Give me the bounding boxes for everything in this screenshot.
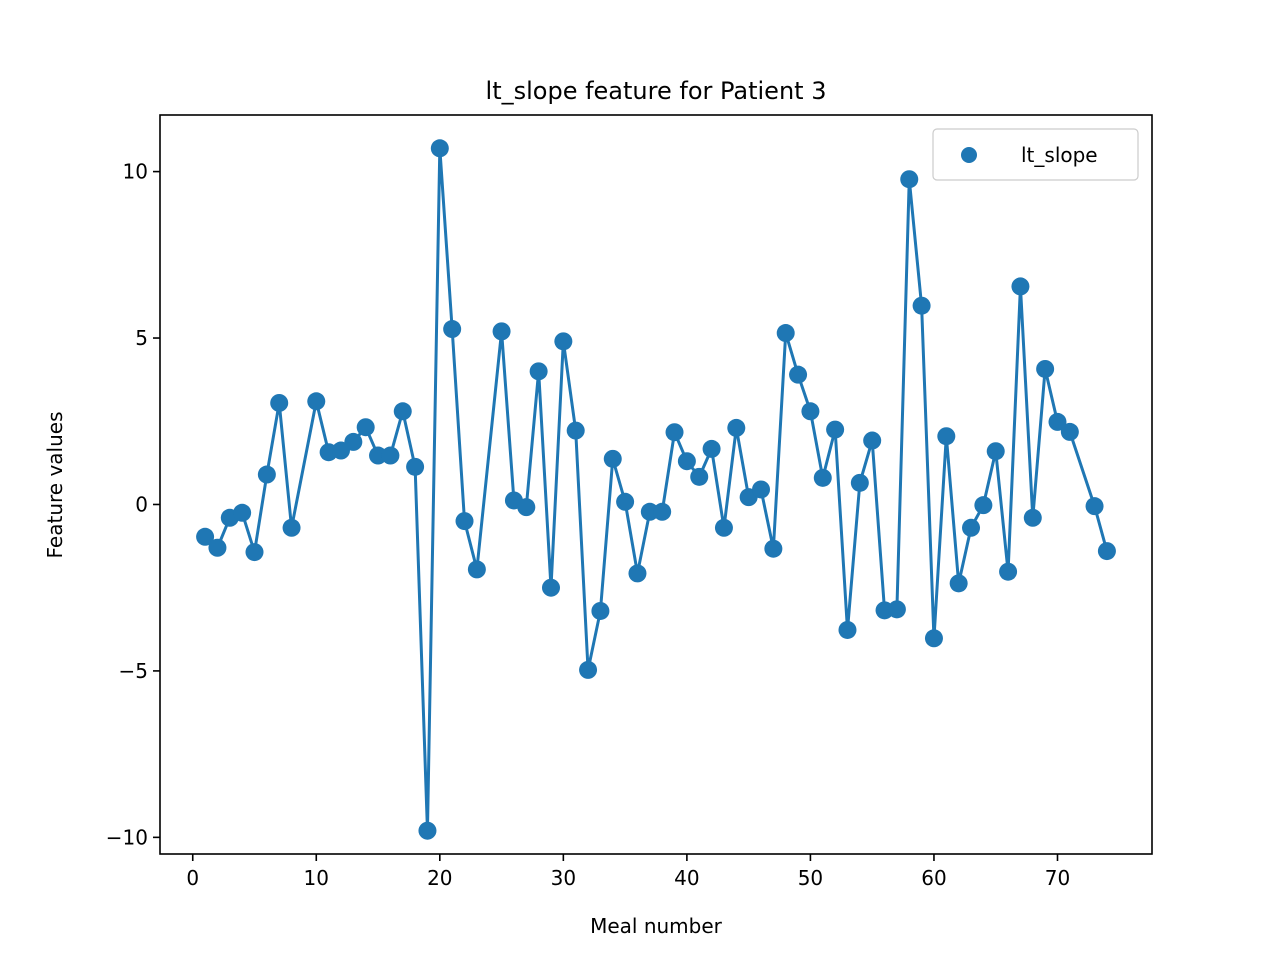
data-point: [776, 324, 795, 343]
x-tick-label: 70: [1045, 866, 1070, 890]
y-tick-label: −10: [106, 825, 148, 849]
data-point: [1085, 497, 1104, 516]
legend: lt_slope: [932, 128, 1139, 181]
data-point: [443, 320, 462, 339]
data-point: [937, 427, 956, 446]
data-point: [924, 629, 943, 648]
data-point: [369, 446, 388, 465]
data-point: [393, 402, 412, 421]
data-point: [554, 332, 573, 351]
data-point: [344, 432, 363, 451]
data-point: [949, 574, 968, 593]
data-point: [517, 498, 536, 517]
y-tick-label: 10: [123, 160, 148, 184]
data-point: [813, 468, 832, 487]
data-point: [196, 527, 215, 546]
data-point: [640, 502, 659, 521]
chart-title: lt_slope feature for Patient 3: [486, 77, 827, 105]
data-point: [1036, 359, 1055, 378]
x-axis-label: Meal number: [590, 914, 723, 938]
data-point: [962, 518, 981, 537]
data-point: [430, 139, 449, 158]
data-point: [591, 601, 610, 620]
x-tick-label: 0: [186, 866, 199, 890]
data-point: [801, 402, 820, 421]
data-point: [653, 502, 672, 521]
data-point: [789, 365, 808, 384]
legend-marker: [961, 147, 977, 163]
data-point: [307, 392, 326, 411]
data-point: [541, 578, 560, 597]
data-point: [863, 431, 882, 450]
data-point: [826, 420, 845, 439]
x-tick-label: 60: [921, 866, 946, 890]
data-point: [912, 296, 931, 315]
data-point: [270, 393, 289, 412]
data-point: [887, 600, 906, 619]
data-point: [1011, 277, 1030, 296]
data-point: [233, 503, 252, 522]
data-point: [566, 421, 585, 440]
plot-area: [196, 139, 1116, 840]
data-point: [690, 467, 709, 486]
x-tick-label: 50: [798, 866, 823, 890]
data-point: [727, 418, 746, 437]
data-point: [208, 538, 227, 557]
data-point: [467, 560, 486, 579]
data-point: [406, 457, 425, 476]
x-tick-label: 40: [674, 866, 699, 890]
data-point: [579, 660, 598, 679]
data-point: [838, 620, 857, 639]
data-point: [764, 539, 783, 558]
data-point: [455, 512, 474, 531]
x-tick-label: 10: [304, 866, 329, 890]
data-point: [628, 564, 647, 583]
data-point: [677, 452, 696, 471]
legend-box: [932, 128, 1139, 181]
data-point: [1060, 422, 1079, 441]
axes: 0 10 20 30 40 50 60 70 −10 −5 0 5 10: [106, 114, 1153, 890]
axes-frame: [159, 114, 1153, 855]
data-point: [1048, 412, 1067, 431]
data-point: [986, 442, 1005, 461]
data-point: [702, 439, 721, 458]
data-point: [282, 518, 301, 537]
data-point: [1097, 542, 1116, 561]
data-point: [492, 322, 511, 341]
data-point: [999, 562, 1018, 581]
y-tick-label: 5: [135, 326, 148, 350]
data-point: [714, 518, 733, 537]
data-point: [616, 492, 635, 511]
data-point: [356, 418, 375, 437]
y-tick-label: 0: [135, 492, 148, 516]
y-axis-label: Feature values: [43, 412, 67, 559]
legend-label: lt_slope: [1021, 143, 1098, 167]
data-point: [665, 423, 684, 442]
data-point: [257, 465, 276, 484]
data-point: [529, 362, 548, 381]
data-point: [381, 446, 400, 465]
data-point: [1023, 508, 1042, 527]
data-point: [900, 170, 919, 189]
x-tick-label: 30: [551, 866, 576, 890]
data-point: [418, 821, 437, 840]
y-tick-label: −5: [119, 659, 148, 683]
x-tick-label: 20: [427, 866, 452, 890]
data-point: [603, 449, 622, 468]
data-point: [850, 473, 869, 492]
data-point: [752, 480, 771, 499]
data-point: [245, 543, 264, 562]
data-point: [974, 496, 993, 515]
